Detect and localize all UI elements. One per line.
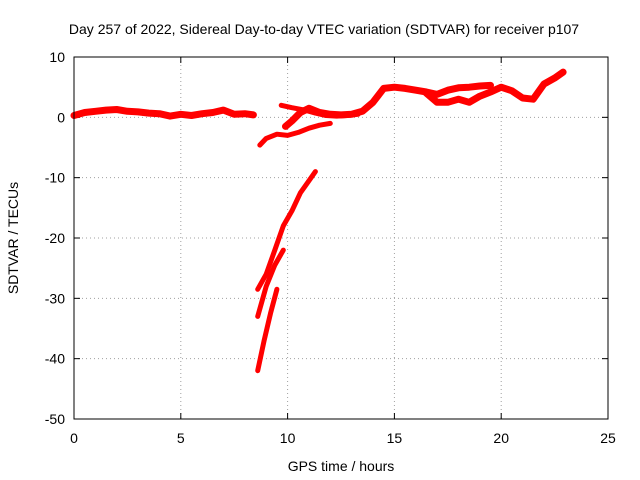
x-tick-label: 10 <box>280 430 296 446</box>
series-line-7 <box>255 247 286 319</box>
series-layer <box>70 68 567 374</box>
x-axis-label: GPS time / hours <box>288 458 395 474</box>
series-line-5 <box>422 68 567 106</box>
y-tick-label: -40 <box>45 351 65 367</box>
x-tick-label: 20 <box>493 430 509 446</box>
y-tick-label: -30 <box>45 290 65 306</box>
y-axis-label: SDTVAR / TECUs <box>5 182 21 294</box>
y-tick-label: -20 <box>45 230 65 246</box>
series-line-1 <box>70 106 257 120</box>
series-line-6 <box>255 169 318 292</box>
x-tick-label: 0 <box>70 430 78 446</box>
chart-title: Day 257 of 2022, Sidereal Day-to-day VTE… <box>69 21 579 37</box>
series-line-2 <box>257 120 333 148</box>
y-tick-label: -10 <box>45 170 65 186</box>
series-line-3 <box>282 81 494 130</box>
series-line-8 <box>255 286 280 374</box>
series-line-4 <box>278 102 361 119</box>
y-tick-label: 10 <box>49 49 65 65</box>
x-tick-label: 25 <box>600 430 616 446</box>
y-tick-label: -50 <box>45 411 65 427</box>
x-tick-label: 5 <box>177 430 185 446</box>
x-tick-label: 15 <box>387 430 403 446</box>
plot-frame <box>73 56 609 420</box>
y-tick-label: 0 <box>57 109 65 125</box>
